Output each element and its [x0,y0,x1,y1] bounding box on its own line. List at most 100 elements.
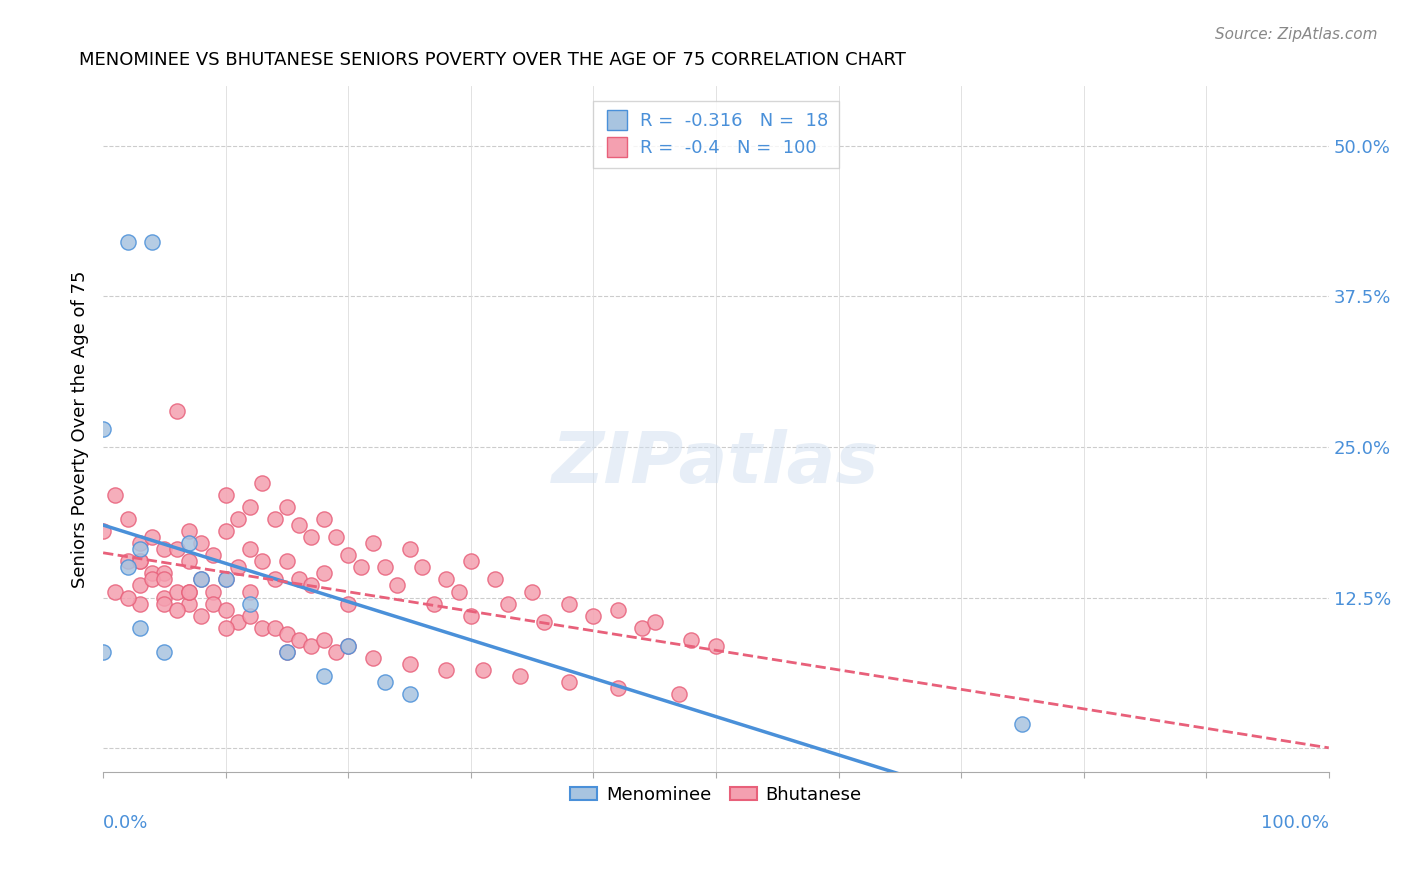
Text: ZIPatlas: ZIPatlas [553,429,880,498]
Point [215,524,238,539]
Point [239,584,262,599]
Point [239,597,262,611]
Point [153,566,176,581]
Point [423,597,446,611]
Point [325,645,347,659]
Point [460,608,482,623]
Point [312,512,335,526]
Point [496,597,519,611]
Point [239,500,262,515]
Point [129,554,152,568]
Point [153,573,176,587]
Point [91,422,114,436]
Point [276,500,298,515]
Point [1011,717,1033,731]
Point [337,639,360,653]
Point [141,235,163,249]
Point [411,560,433,574]
Point [104,488,127,502]
Point [276,554,298,568]
Point [374,560,396,574]
Point [141,566,163,581]
Point [166,404,188,418]
Point [177,524,200,539]
Point [190,536,212,550]
Point [129,621,152,635]
Point [202,584,225,599]
Point [117,235,139,249]
Legend: Menominee, Bhutanese: Menominee, Bhutanese [562,779,869,811]
Point [398,687,420,701]
Point [177,554,200,568]
Point [177,597,200,611]
Point [166,602,188,616]
Point [129,597,152,611]
Point [460,554,482,568]
Point [337,597,360,611]
Point [337,639,360,653]
Point [239,608,262,623]
Point [215,488,238,502]
Point [301,578,323,592]
Point [644,615,666,629]
Point [91,524,114,539]
Point [361,650,384,665]
Point [288,632,311,647]
Point [276,626,298,640]
Point [190,608,212,623]
Point [361,536,384,550]
Point [177,536,200,550]
Point [252,476,274,491]
Point [681,632,703,647]
Point [312,669,335,683]
Point [190,573,212,587]
Point [301,639,323,653]
Point [387,578,409,592]
Point [91,645,114,659]
Point [252,621,274,635]
Point [312,632,335,647]
Point [337,549,360,563]
Point [190,573,212,587]
Point [117,554,139,568]
Point [484,573,506,587]
Point [398,657,420,671]
Point [129,578,152,592]
Point [166,542,188,557]
Point [631,621,654,635]
Text: Source: ZipAtlas.com: Source: ZipAtlas.com [1215,27,1378,42]
Point [472,663,495,677]
Point [447,584,470,599]
Point [252,554,274,568]
Point [141,573,163,587]
Point [117,512,139,526]
Point [153,645,176,659]
Point [288,573,311,587]
Point [263,512,285,526]
Point [288,518,311,533]
Point [668,687,690,701]
Point [276,645,298,659]
Point [153,591,176,605]
Point [509,669,531,683]
Point [312,566,335,581]
Point [215,621,238,635]
Point [434,573,457,587]
Point [141,530,163,544]
Point [202,549,225,563]
Point [374,674,396,689]
Text: 0.0%: 0.0% [103,814,149,832]
Y-axis label: Seniors Poverty Over the Age of 75: Seniors Poverty Over the Age of 75 [72,270,89,588]
Point [606,602,628,616]
Point [129,554,152,568]
Point [215,602,238,616]
Point [117,560,139,574]
Text: MENOMINEE VS BHUTANESE SENIORS POVERTY OVER THE AGE OF 75 CORRELATION CHART: MENOMINEE VS BHUTANESE SENIORS POVERTY O… [79,51,905,69]
Point [558,674,581,689]
Point [434,663,457,677]
Point [215,573,238,587]
Point [301,530,323,544]
Point [153,542,176,557]
Point [520,584,543,599]
Point [582,608,605,623]
